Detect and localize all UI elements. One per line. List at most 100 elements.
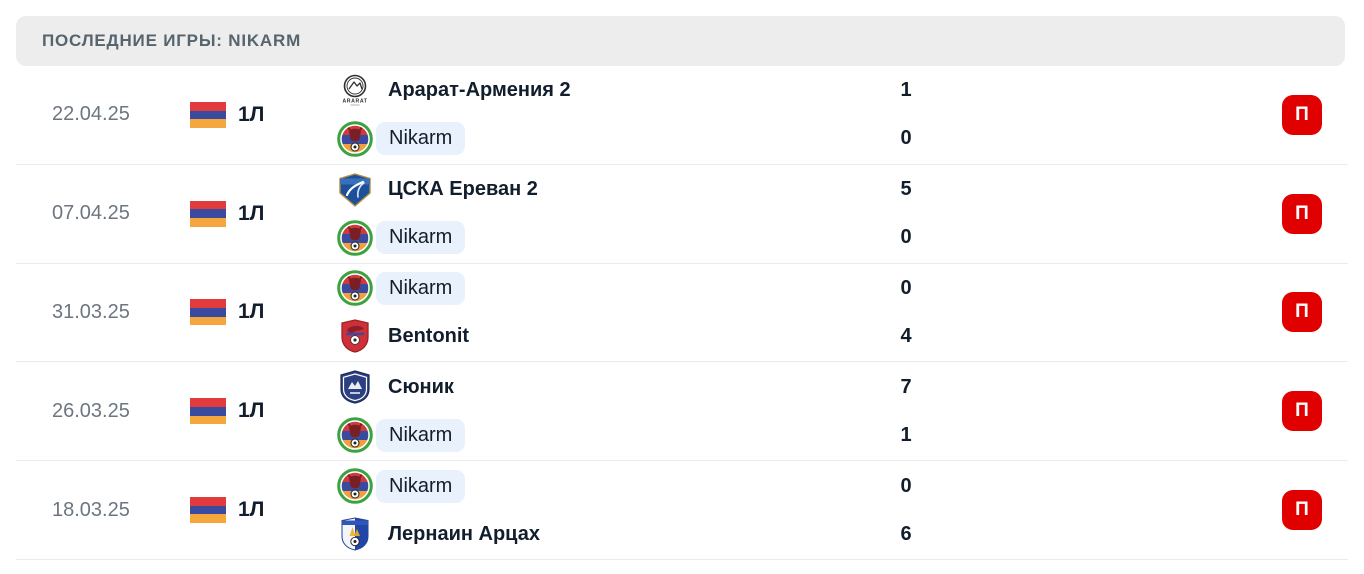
team-score: 5 xyxy=(900,178,912,201)
team-score: 1 xyxy=(900,423,912,446)
nikarm-logo-icon xyxy=(337,417,373,454)
team-score: 0 xyxy=(900,474,912,497)
team-score: 0 xyxy=(900,127,912,150)
result-loss-badge[interactable]: П xyxy=(1282,490,1322,531)
league-cell: 1Л xyxy=(190,101,337,128)
highlighted-team-name[interactable]: Nikarm xyxy=(376,271,466,305)
ararat-armenia-2-logo-icon: ARARAT xyxy=(337,73,373,109)
widget-header: ПОСЛЕДНИЕ ИГРЫ: NIKARM xyxy=(16,16,1345,66)
result-cell: П xyxy=(1282,94,1348,135)
match-date: 18.03.25 xyxy=(52,498,130,521)
armenia-flag-icon xyxy=(190,497,226,524)
flag-stripe xyxy=(190,398,226,407)
result-loss-badge[interactable]: П xyxy=(1282,292,1322,333)
match-date: 31.03.25 xyxy=(52,300,130,323)
result-cell: П xyxy=(1282,391,1348,432)
match-row[interactable]: 22.04.25 1Л ARARAT Арарат-Армения 2 Nika… xyxy=(16,66,1348,165)
cska-yerevan-2-logo-icon xyxy=(337,172,373,208)
team-name[interactable]: Арарат-Армения 2 xyxy=(388,79,571,102)
flag-stripe xyxy=(190,415,226,425)
team-line[interactable]: Nikarm xyxy=(337,214,886,262)
teams-cell: Nikarm Bentonit xyxy=(337,264,886,360)
flag-stripe xyxy=(190,218,226,227)
flag-stripe xyxy=(190,119,226,128)
highlighted-team-name[interactable]: Nikarm xyxy=(376,418,466,452)
armenia-flag-icon xyxy=(190,398,226,425)
result-cell: П xyxy=(1282,292,1348,333)
nikarm-logo-icon xyxy=(337,219,373,256)
lernain-artsakh-logo-icon xyxy=(337,516,373,552)
team-line[interactable]: Лернаин Арцах xyxy=(337,510,886,558)
league-label: 1Л xyxy=(238,201,265,225)
result-loss-badge[interactable]: П xyxy=(1282,193,1322,234)
flag-stripe xyxy=(190,505,226,515)
team-name[interactable]: Сюник xyxy=(388,375,454,398)
flag-stripe xyxy=(190,101,226,111)
team-line[interactable]: Nikarm xyxy=(337,462,886,510)
league-cell: 1Л xyxy=(190,497,337,524)
flag-stripe xyxy=(190,308,226,317)
flag-stripe xyxy=(190,200,226,210)
flag-stripe xyxy=(190,514,226,524)
team-line[interactable]: Nikarm xyxy=(337,264,886,312)
flag-stripe xyxy=(190,110,226,120)
flag-stripe xyxy=(190,406,226,416)
result-cell: П xyxy=(1282,490,1348,531)
match-date: 07.04.25 xyxy=(52,202,130,225)
team-line[interactable]: Сюник xyxy=(337,363,886,411)
teams-cell: ARARAT Арарат-Армения 2 Nikarm xyxy=(337,67,886,163)
team-score: 1 xyxy=(900,79,912,102)
match-date: 26.03.25 xyxy=(52,399,130,422)
team-line[interactable]: Nikarm xyxy=(337,115,886,163)
league-label: 1Л xyxy=(238,102,265,126)
nikarm-logo-icon xyxy=(337,270,373,307)
team-name[interactable]: Bentonit xyxy=(388,324,470,347)
armenia-flag-icon xyxy=(190,101,226,128)
widget-title: ПОСЛЕДНИЕ ИГРЫ: NIKARM xyxy=(42,31,302,50)
teams-cell: ЦСКА Ереван 2 Nikarm xyxy=(337,166,886,262)
result-loss-badge[interactable]: П xyxy=(1282,94,1322,135)
match-date: 22.04.25 xyxy=(52,103,130,126)
flag-stripe xyxy=(190,497,226,506)
syunik-logo-icon xyxy=(337,369,373,405)
result-loss-badge[interactable]: П xyxy=(1282,391,1322,432)
highlighted-team-name[interactable]: Nikarm xyxy=(376,122,466,156)
league-label: 1Л xyxy=(238,300,265,324)
flag-stripe xyxy=(190,299,226,309)
league-cell: 1Л xyxy=(190,398,337,425)
flag-stripe xyxy=(190,316,226,326)
highlighted-team-name[interactable]: Nikarm xyxy=(376,469,466,503)
armenia-flag-icon xyxy=(190,200,226,227)
team-score: 7 xyxy=(900,375,912,398)
armenia-flag-icon xyxy=(190,299,226,326)
league-label: 1Л xyxy=(238,498,265,522)
nikarm-logo-icon xyxy=(337,468,373,504)
team-name[interactable]: Лернаин Арцах xyxy=(388,522,540,545)
matches-list: 22.04.25 1Л ARARAT Арарат-Армения 2 Nika… xyxy=(16,66,1348,560)
team-score: 4 xyxy=(900,324,912,347)
svg-text:ARARAT: ARARAT xyxy=(342,98,367,104)
team-line[interactable]: ЦСКА Ереван 2 xyxy=(337,166,886,214)
teams-cell: Сюник Nikarm xyxy=(337,363,886,459)
team-line[interactable]: Nikarm xyxy=(337,411,886,459)
result-cell: П xyxy=(1282,193,1348,234)
league-cell: 1Л xyxy=(190,299,337,326)
highlighted-team-name[interactable]: Nikarm xyxy=(376,221,466,255)
team-line[interactable]: ARARAT Арарат-Армения 2 xyxy=(337,67,886,115)
nikarm-logo-icon xyxy=(337,121,373,157)
team-name[interactable]: ЦСКА Ереван 2 xyxy=(388,178,538,201)
team-score: 0 xyxy=(900,276,912,299)
team-score: 0 xyxy=(900,226,912,249)
team-line[interactable]: Bentonit xyxy=(337,312,886,360)
league-cell: 1Л xyxy=(190,200,337,227)
